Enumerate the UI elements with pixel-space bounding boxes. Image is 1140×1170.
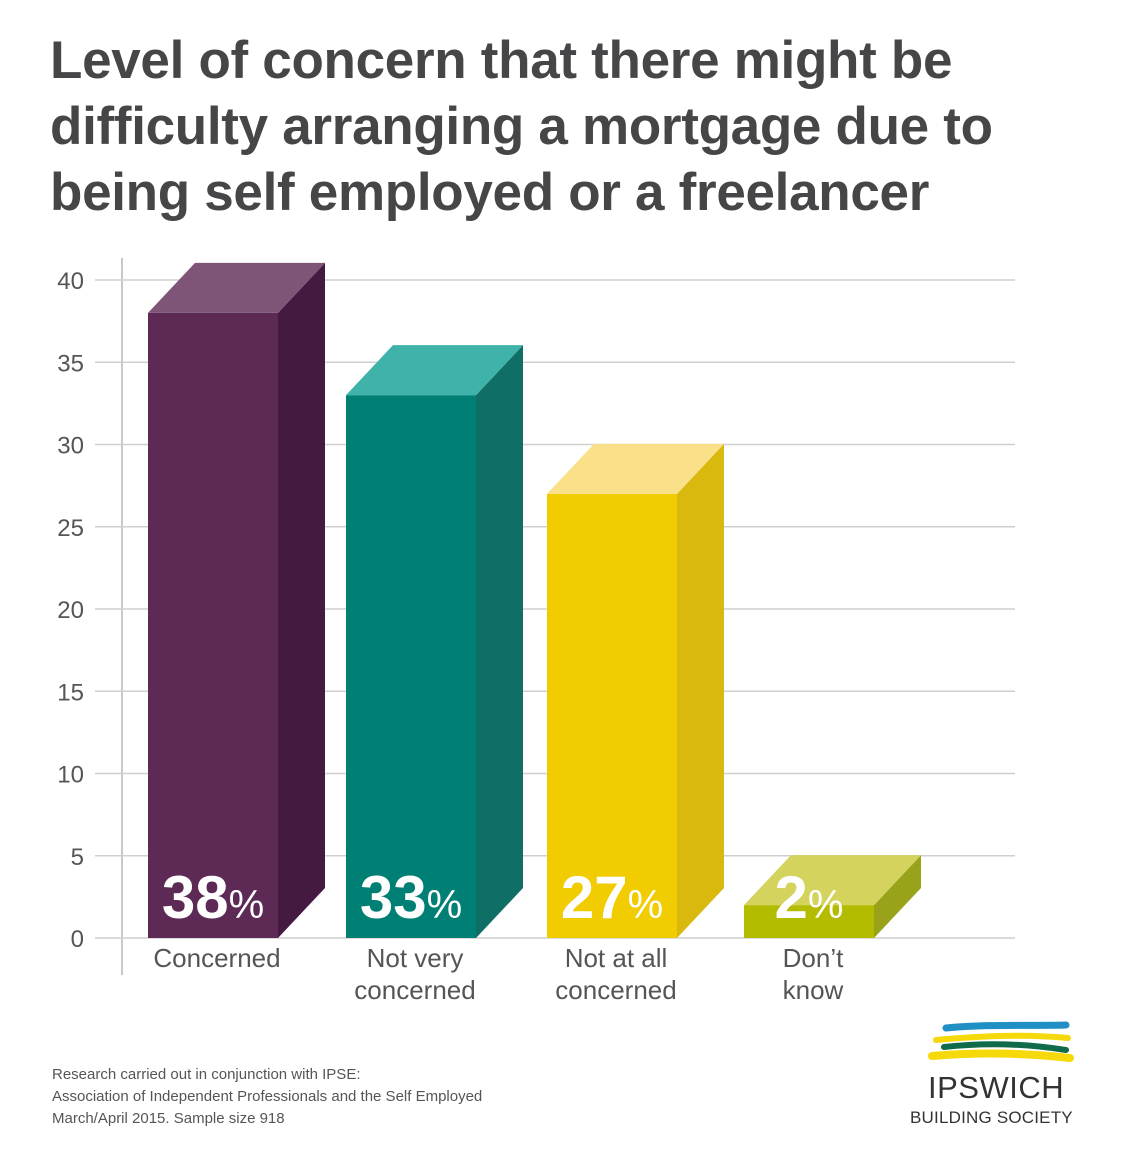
chart-title-line-2: difficulty arranging a mortgage due to <box>50 97 993 156</box>
source-footnote: Research carried out in conjunction with… <box>52 1064 482 1130</box>
logo-brush-strokes-icon <box>928 1021 1074 1062</box>
chart-title-line-1: Level of concern that there might be <box>50 31 953 90</box>
footnote-line-1: Research carried out in conjunction with… <box>52 1066 361 1083</box>
bar-front <box>148 312 278 938</box>
bar-value-label: 2% <box>775 864 844 931</box>
y-tick-label: 20 <box>57 597 84 624</box>
y-tick-label: 10 <box>57 762 84 789</box>
bar-front <box>744 905 874 938</box>
bar-top <box>346 345 523 396</box>
x-category-label: Not at all concerned <box>555 943 676 1005</box>
bar-side <box>874 855 921 938</box>
ipswich-logo: IPSWICH BUILDING SOCIETY <box>908 1020 1108 1135</box>
bar-value-label: 33% <box>360 864 462 931</box>
y-tick-label: 5 <box>71 844 84 871</box>
y-tick-label: 25 <box>57 515 84 542</box>
y-tick-label: 0 <box>71 926 84 953</box>
logo-name: IPSWICH <box>928 1070 1065 1105</box>
x-category-label: Don’t know <box>783 943 844 1005</box>
chart-title-line-3: being self employed or a freelancer <box>50 163 930 222</box>
footnote-line-2: Association of Independent Professionals… <box>52 1088 483 1105</box>
bar-front <box>346 395 476 938</box>
y-tick-label: 40 <box>57 268 84 295</box>
y-tick-label: 15 <box>57 679 84 706</box>
bar-side <box>476 345 523 938</box>
logo-subtitle: BUILDING SOCIETY <box>910 1108 1073 1127</box>
bar-value-label: 27% <box>561 864 663 931</box>
bar-value-label: 38% <box>162 864 264 931</box>
bar-top <box>744 855 921 906</box>
bar-top <box>148 262 325 313</box>
bar-top <box>547 443 724 494</box>
x-category-label: Not very concerned <box>354 943 475 1005</box>
chart-title: Level of concern that there might be dif… <box>50 28 1120 226</box>
x-category-label: Concerned <box>153 943 280 973</box>
y-tick-label: 35 <box>57 350 84 377</box>
bar-front <box>547 493 677 938</box>
bar-side <box>677 443 724 938</box>
y-tick-label: 30 <box>57 433 84 460</box>
footnote-line-3: March/April 2015. Sample size 918 <box>52 1110 285 1127</box>
bar-side <box>278 262 325 938</box>
bar-chart: 0 5 10 15 20 25 30 35 40 38% Concerned 33% Not very c… <box>57 258 1015 1005</box>
